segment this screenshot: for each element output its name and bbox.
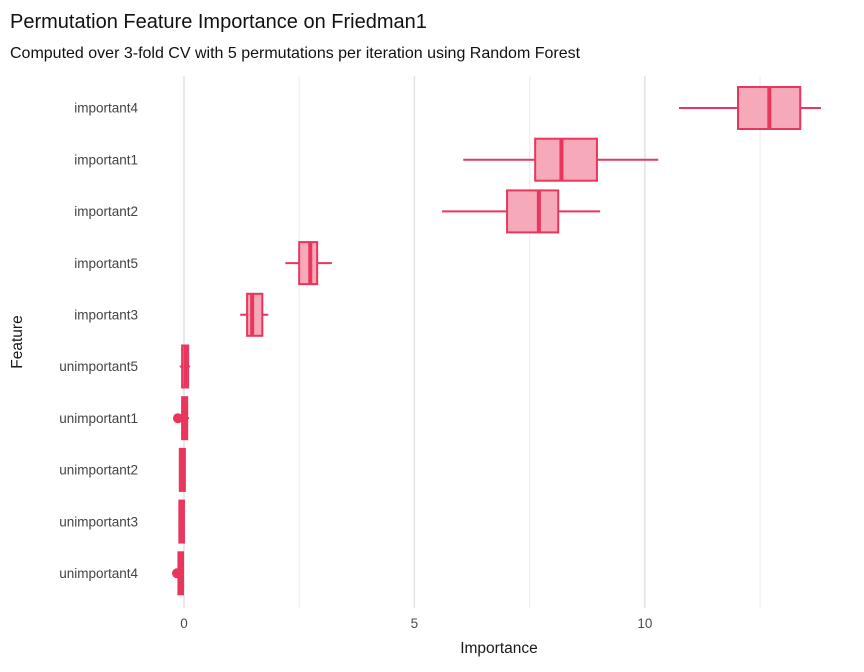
label-layer: 0 5 10 important4 important1 important2 import…: [59, 101, 652, 631]
iqr-box-important3: [246, 292, 264, 337]
grid-layer: [183, 76, 761, 608]
category-label-unimportant1: unimportant1: [59, 411, 138, 426]
boxplot-unimportant3: [178, 499, 185, 544]
category-label-unimportant4: unimportant4: [59, 566, 138, 581]
boxplot-unimportant5: [179, 344, 190, 389]
boxplot-important5: [285, 241, 332, 286]
boxplot-important1: [463, 137, 659, 182]
x-tick-label: 5: [411, 616, 419, 631]
category-label-important3: important3: [74, 308, 138, 323]
category-label-important1: important1: [74, 152, 138, 167]
chart-title: Permutation Feature Importance on Friedm…: [10, 11, 427, 33]
iqr-box-important1: [534, 137, 598, 182]
iqr-box-important5: [298, 241, 319, 286]
boxplot-important3: [240, 292, 269, 337]
category-label-unimportant2: unimportant2: [59, 463, 138, 478]
y-axis-title: Feature: [9, 315, 26, 368]
category-label-important2: important2: [74, 204, 138, 219]
outlier-unimportant1: [172, 413, 183, 424]
boxplot-unimportant2: [178, 447, 186, 492]
x-axis-title: Importance: [460, 640, 538, 657]
box-layer: [172, 86, 821, 596]
category-label-unimportant3: unimportant3: [59, 514, 138, 529]
chart-subtitle: Computed over 3-fold CV with 5 permutati…: [10, 45, 581, 62]
x-tick-label: 0: [180, 616, 188, 631]
boxplot-unimportant4: [172, 551, 185, 596]
category-label-important5: important5: [74, 256, 138, 271]
category-label-unimportant5: unimportant5: [59, 359, 138, 374]
iqr-box-important2: [506, 189, 560, 234]
category-label-important4: important4: [74, 101, 138, 116]
boxplot-unimportant1: [172, 396, 190, 441]
outlier-unimportant4: [172, 568, 183, 579]
x-tick-label: 10: [637, 616, 652, 631]
boxplot-important4: [678, 86, 821, 130]
boxplot-important2: [442, 189, 601, 234]
